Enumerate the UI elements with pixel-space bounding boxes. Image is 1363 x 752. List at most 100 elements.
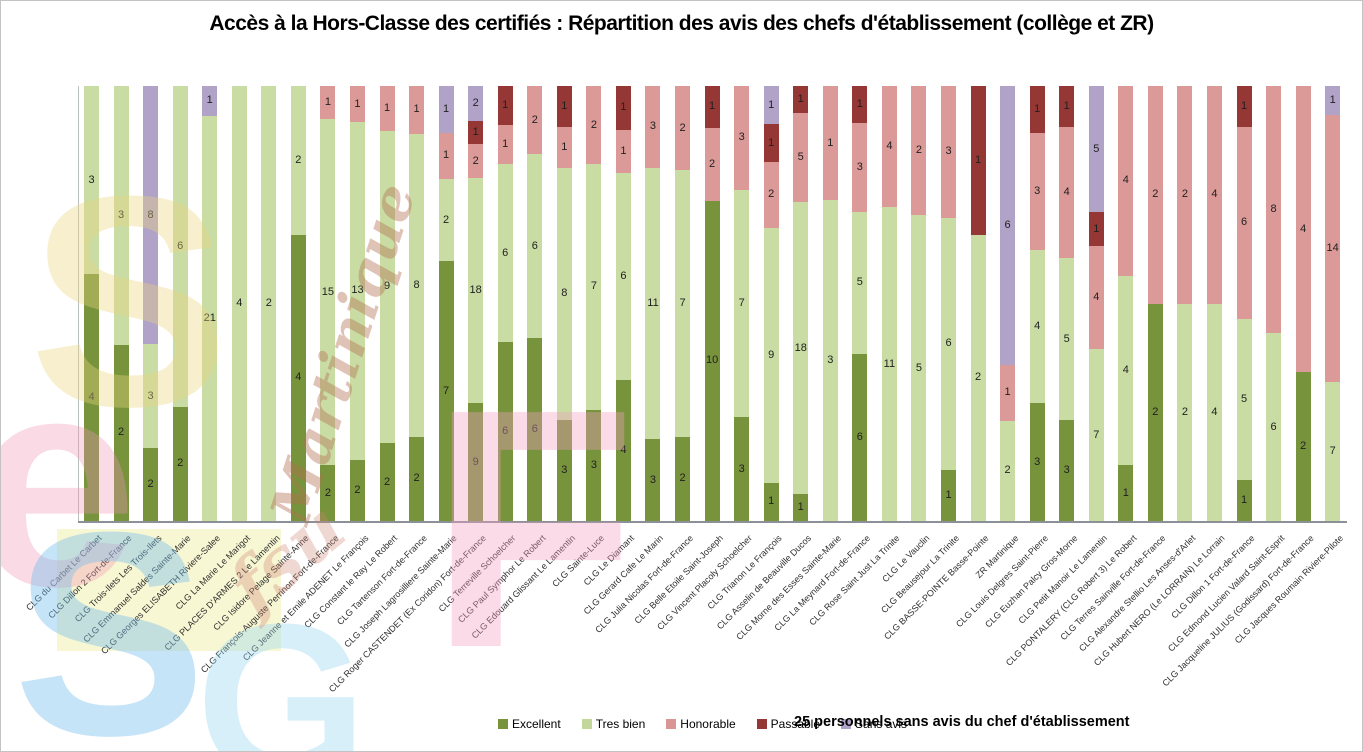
bar-segment: 5 xyxy=(1236,318,1252,480)
segment-value-label: 1 xyxy=(768,98,775,111)
segment-value-label: 1 xyxy=(768,495,775,508)
segment-value-label: 2 xyxy=(413,472,420,485)
segment-value-label: 4 xyxy=(1122,174,1129,187)
legend-label: Passable xyxy=(770,717,821,731)
bar-segment: 4 xyxy=(1206,86,1222,304)
legend-item-passable: Passable xyxy=(756,717,821,731)
segment-value-label: 6 xyxy=(502,425,509,438)
segment-value-label: 10 xyxy=(705,354,719,367)
segment-value-label: 2 xyxy=(472,154,479,167)
bar-segment: 1 xyxy=(379,86,395,131)
segment-value-label: 1 xyxy=(945,488,952,501)
bar-segment: 7 xyxy=(734,189,750,418)
segment-value-label: 5 xyxy=(856,276,863,289)
bar-segment: 2 xyxy=(704,127,720,201)
segment-value-label: 5 xyxy=(797,150,804,163)
bar-segment: 2 xyxy=(527,86,543,155)
legend-item-excellent: Excellent xyxy=(498,717,561,731)
bar-segment: 4 xyxy=(231,86,247,521)
bar-segment: 5 xyxy=(1088,86,1104,212)
segment-value-label: 7 xyxy=(1329,445,1336,458)
segment-value-label: 3 xyxy=(738,462,745,475)
bar-segment: 14 xyxy=(1325,115,1341,383)
segment-value-label: 3 xyxy=(1063,463,1070,476)
segment-value-label: 11 xyxy=(647,297,659,309)
bar-segment: 1 xyxy=(320,86,336,120)
bar-segment: 1 xyxy=(1325,86,1341,116)
bar-segment: 2 xyxy=(763,162,779,228)
bar-segment: 1 xyxy=(1029,86,1045,133)
bar: 4 11 xyxy=(881,86,897,521)
segment-value-label: 1 xyxy=(827,136,834,149)
bar-segment: 10 xyxy=(704,200,720,521)
segment-value-label: 2 xyxy=(1004,464,1011,477)
segment-value-label: 3 xyxy=(945,145,952,158)
bar-segment: 4 xyxy=(290,234,306,521)
bar: 1 3 5 6 xyxy=(852,86,868,521)
bar-segment: 13 xyxy=(349,122,365,460)
chart-title: Accès à la Hors-Classe des certifiés : R… xyxy=(209,12,1154,35)
segment-value-label: 8 xyxy=(147,208,154,221)
segment-value-label: 2 xyxy=(383,475,391,488)
segment-value-label: 9 xyxy=(768,348,775,361)
segment-value-label: 1 xyxy=(768,136,775,149)
segment-value-label: 7 xyxy=(738,297,745,309)
bar-segment: 1 xyxy=(1236,479,1252,522)
bar-segment: 2 xyxy=(1177,303,1193,521)
segment-value-label: 2 xyxy=(768,188,775,201)
segment-value-label: 3 xyxy=(147,389,154,402)
bar: 2 1 2 18 9 xyxy=(468,86,484,521)
segment-value-label: 15 xyxy=(321,285,335,298)
segment-value-label: 2 xyxy=(679,472,686,485)
bar-segment: 1 xyxy=(497,124,513,164)
bar-segment: 3 xyxy=(645,86,661,168)
segment-value-label: 1 xyxy=(1329,94,1336,107)
segment-value-label: 7 xyxy=(590,280,597,293)
segment-value-label: 8 xyxy=(1270,203,1277,215)
bar-segment: 1 xyxy=(438,132,454,180)
bar-segment: 7 xyxy=(586,164,602,410)
bar-segment: 18 xyxy=(793,201,809,495)
bar-segment: 2 xyxy=(143,448,159,521)
segment-value-label: 6 xyxy=(177,239,184,252)
legend-label: Excellent xyxy=(512,717,561,731)
bar-segment: 1 xyxy=(556,127,572,169)
bar-segment: 4 xyxy=(1029,250,1045,404)
bar-segment: 1 xyxy=(349,86,365,123)
segment-value-label: 9 xyxy=(383,280,391,293)
bar-segment: 3 xyxy=(143,344,159,449)
legend-item-honorable: Honorable xyxy=(666,717,736,731)
bar-segment: 6 xyxy=(615,173,631,380)
segment-value-label: 2 xyxy=(295,153,302,166)
segment-value-label: 13 xyxy=(351,284,364,297)
bar: 1 1 8 3 xyxy=(556,86,572,521)
bar-segment: 1 xyxy=(615,129,631,174)
bar-segment: 2 xyxy=(468,86,484,121)
bar-segment: 2 xyxy=(468,143,484,179)
bar-segment: 5 xyxy=(1059,258,1075,420)
segment-value-label: 4 xyxy=(1034,320,1041,333)
bar: 1 1 6 6 xyxy=(497,86,513,521)
segment-value-label: 6 xyxy=(1240,216,1248,229)
bar-segment: 2 xyxy=(1147,86,1163,304)
segment-value-label: 8 xyxy=(561,287,568,300)
segment-value-label: 5 xyxy=(915,361,923,374)
sans-avis-note: 25 personnels sans avis du chef d'établi… xyxy=(794,714,1130,730)
bar-segment: 2 xyxy=(113,344,129,521)
bar-segment: 18 xyxy=(468,178,484,404)
segment-value-label: 4 xyxy=(295,371,302,384)
segment-value-label: 3 xyxy=(649,473,657,486)
bar: 1 13 2 xyxy=(349,86,365,521)
bar-segment: 3 xyxy=(645,439,661,521)
bar: 1 5 18 1 xyxy=(793,86,809,521)
bar-segment: 1 xyxy=(763,124,779,163)
bar-segment: 3 xyxy=(556,419,572,521)
bar-segment: 5 xyxy=(793,112,809,202)
segment-value-label: 1 xyxy=(561,100,568,113)
segment-value-label: 5 xyxy=(1063,332,1070,345)
bar-segment: 15 xyxy=(320,119,336,466)
